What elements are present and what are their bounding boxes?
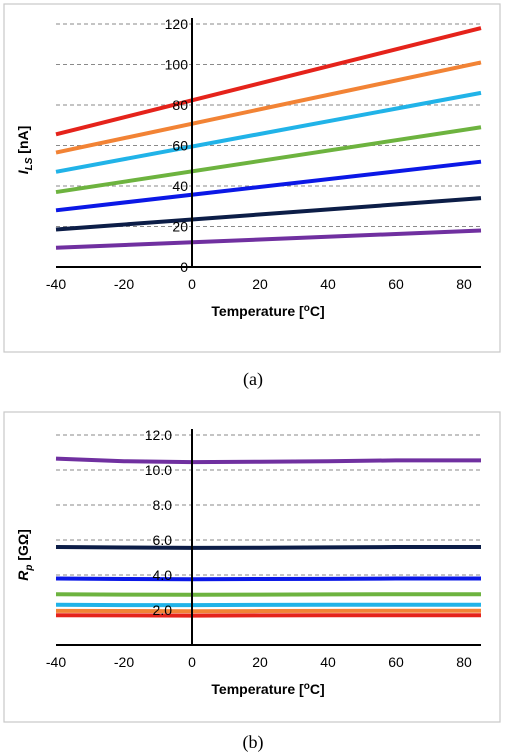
panel-b-x-tick-label: 40: [320, 654, 336, 670]
panel-a-series-line-5: [55, 159, 482, 213]
panel-b-series-line-4: [55, 592, 481, 597]
panel-b-x-title-sup: o: [304, 681, 310, 692]
panel-b-series-line-2: [55, 545, 481, 550]
panel-a-x-tick-label: 0: [188, 276, 196, 292]
panel-a-x-tick-label: -40: [46, 276, 66, 292]
panel-a-x-title-main: Temperature [: [211, 303, 304, 319]
panel-b-x-title-main: Temperature [: [211, 681, 304, 697]
panel-b-y-tick-label: 2.0: [153, 602, 173, 618]
panel-a-series-line-7: [55, 228, 482, 250]
panel-b-y-tick-label: 10.0: [145, 462, 172, 478]
panel-b-caption: (b): [243, 732, 264, 753]
panel-a-x-tick-label: 60: [388, 276, 404, 292]
panel-a-axes: [56, 18, 481, 268]
panel-a-y-title-unit: [nA]: [15, 126, 31, 158]
panel-a-series-line-2: [55, 60, 482, 155]
panel-b-x-tick-label: 0: [188, 654, 196, 670]
panel-b-y-axis-title: Rp [GΩ]: [15, 529, 35, 581]
panel-a-y-tick-label: 100: [165, 57, 189, 73]
panel-b-x-tick-label: 60: [388, 654, 404, 670]
panel-a: -40 -20 0 20 40 60 80 0 20 40 60 80 100 120 Temperatu…: [3, 3, 501, 353]
panel-a-y-tick-label: 80: [172, 97, 188, 113]
panel-b-series-line-3: [55, 576, 481, 582]
panel-b-x-tick-label: 20: [252, 654, 268, 670]
panel-a-x-tick-label: 40: [320, 276, 336, 292]
panel-b: -40 -20 0 20 40 60 80 2.0 4.0 6.0 8.0 10.0 12.0 Temp…: [3, 411, 501, 723]
panel-a-caption: (a): [243, 369, 263, 390]
panel-a-y-title-main: I: [15, 169, 31, 174]
panel-a-frame: [3, 3, 501, 353]
panel-b-y-tick-label: 6.0: [153, 532, 173, 548]
panel-a-x-tick-label: -20: [114, 276, 134, 292]
panel-a-y-title-sub: LS: [24, 157, 35, 170]
panel-a-x-axis-title: Temperature [oC]: [211, 303, 324, 319]
panel-b-y-tick-label: 4.0: [153, 567, 173, 583]
panel-a-y-tick-label: 60: [172, 138, 188, 154]
panel-a-x-tick-label: 80: [456, 276, 472, 292]
panel-b-x-axis-title: Temperature [oC]: [211, 681, 324, 697]
panel-b-ticks: -40 -20 0 20 40 60 80 2.0 4.0 6.0 8.0 10.0 12.0: [46, 427, 472, 670]
panel-b-axes: [56, 429, 481, 646]
panel-b-y-tick-label: 12.0: [145, 427, 172, 443]
panel-a-x-tick-label: 20: [252, 276, 268, 292]
panel-a-y-tick-label: 120: [165, 16, 189, 32]
panel-a-y-axis-title: ILS [nA]: [15, 126, 35, 175]
panel-a-series-line-4: [55, 125, 482, 195]
panel-b-x-tick-label: -20: [114, 654, 134, 670]
panel-b-series-line-6: [55, 608, 481, 614]
panel-b-series: [55, 456, 481, 618]
panel-b-x-tick-label: 80: [456, 654, 472, 670]
panel-a-series-line-6: [55, 196, 482, 232]
panel-a-y-tick-label: 40: [172, 178, 188, 194]
panel-b-x-title-end: C]: [310, 681, 325, 697]
panel-b-y-tick-label: 8.0: [153, 497, 173, 513]
panel-b-y-title-sub: p: [24, 565, 35, 572]
panel-b-series-line-1: [55, 456, 481, 465]
panel-a-series-line-1: [55, 26, 482, 137]
panel-b-x-tick-label: -40: [46, 654, 66, 670]
panel-b-y-title-unit: [GΩ]: [15, 529, 31, 564]
panel-b-y-title-main: R: [15, 570, 31, 581]
panel-a-series-line-3: [55, 90, 482, 174]
panel-a-series: [55, 26, 482, 250]
panel-a-y-tick-label: 0: [180, 259, 188, 275]
panel-a-y-tick-label: 20: [172, 219, 188, 235]
panel-a-x-title-end: C]: [310, 303, 325, 319]
panel-a-ticks: -40 -20 0 20 40 60 80 0 20 40 60 80 100 120: [46, 16, 472, 292]
panel-a-x-title-sup: o: [304, 303, 310, 314]
